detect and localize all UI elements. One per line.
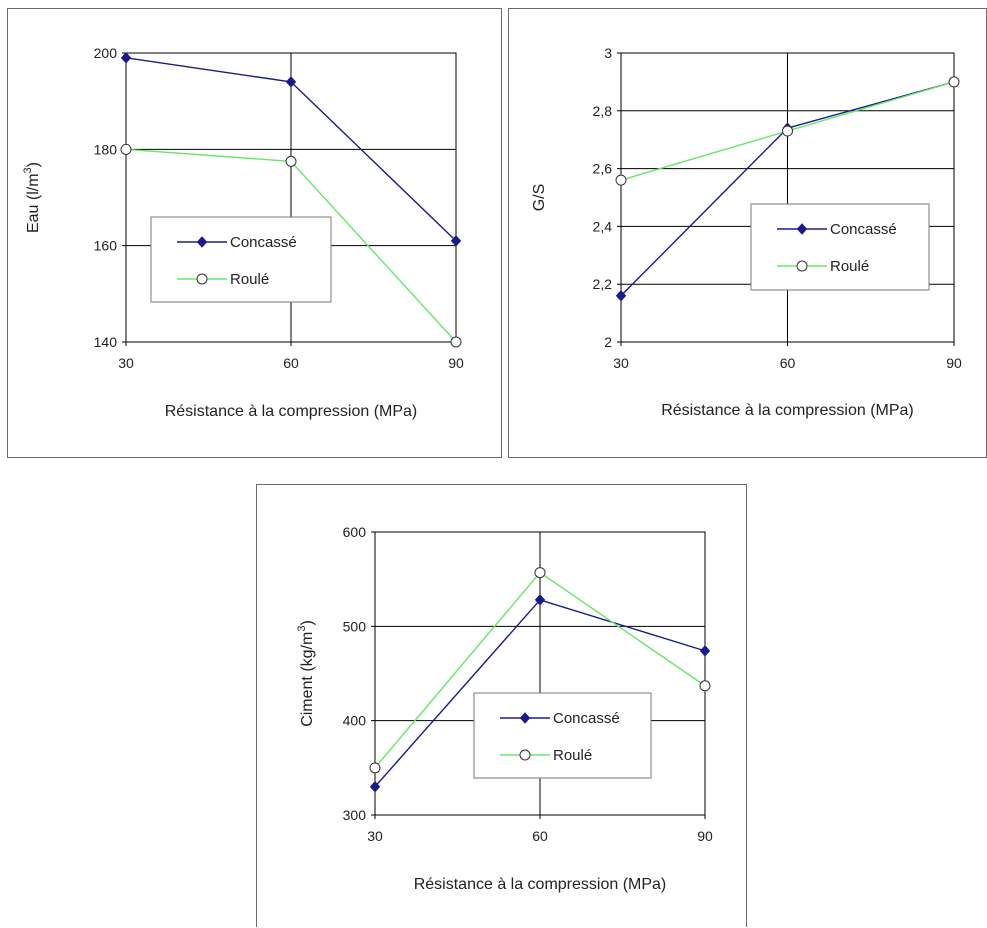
legend: Concassé Roulé [751, 204, 929, 290]
y-axis-label-main: Eau (l/m [25, 173, 42, 233]
data-point-rolled [286, 156, 296, 166]
chart-svg: 2 2,2 2,4 2,6 2,8 3 30 60 90 Résistance à la comp… [509, 9, 987, 459]
x-tick-label: 90 [697, 828, 713, 844]
legend-label-rolled: Roulé [830, 258, 869, 275]
y-axis-label-main: Ciment (kg/m [299, 632, 316, 727]
chart-svg: 140 160 180 200 30 60 90 Résistance à la compre… [8, 9, 503, 459]
legend-label-rolled: Roulé [230, 271, 269, 288]
x-tick-label: 30 [367, 828, 383, 844]
x-axis-label: Résistance à la compression (MPa) [414, 876, 667, 893]
y-tick-label: 500 [343, 618, 367, 634]
y-tick-label: 160 [94, 238, 118, 254]
data-point-rolled [700, 681, 710, 691]
y-tick-label: 2,4 [593, 218, 613, 234]
data-point-rolled [783, 126, 793, 136]
x-axis-label: Résistance à la compression (MPa) [661, 402, 914, 419]
x-axis-label: Résistance à la compression (MPa) [165, 403, 418, 420]
legend-box [751, 204, 929, 290]
y-tick-label: 200 [94, 45, 118, 61]
x-tick-label: 60 [283, 355, 299, 371]
legend-label-crushed: Concassé [230, 234, 297, 251]
y-tick-label: 2,2 [593, 276, 613, 292]
y-axis-label-end: ) [299, 620, 316, 625]
y-tick-label: 140 [94, 334, 118, 350]
y-tick-label: 180 [94, 141, 118, 157]
legend-box [151, 217, 331, 302]
y-axis-label: G/S [531, 184, 548, 212]
legend-marker-rolled [797, 261, 807, 271]
legend-marker-rolled [197, 274, 207, 284]
data-point-rolled [121, 144, 131, 154]
chart-panel-gs-ratio: 2 2,2 2,4 2,6 2,8 3 30 60 90 Résistance à la comp… [508, 8, 987, 458]
x-tick-label: 60 [780, 355, 796, 371]
y-axis-label-end: ) [25, 162, 42, 167]
data-point-rolled [616, 175, 626, 185]
y-tick-label: 3 [604, 45, 612, 61]
x-tick-label: 30 [613, 355, 629, 371]
legend-box [474, 693, 651, 778]
y-tick-label: 2 [604, 334, 612, 350]
y-axis-label-main: G/S [531, 184, 548, 212]
x-tick-label: 60 [532, 828, 548, 844]
data-point-rolled [451, 337, 461, 347]
x-tick-label: 90 [946, 355, 962, 371]
legend: Concassé Roulé [474, 693, 651, 778]
legend-label-rolled: Roulé [553, 747, 592, 764]
chart-panel-cement: 300 400 500 600 30 60 90 Résistance à la compre… [256, 484, 747, 927]
y-axis-label: Eau (l/m3) [22, 162, 42, 233]
legend-label-crushed: Concassé [830, 221, 897, 238]
legend-label-crushed: Concassé [553, 710, 620, 727]
y-axis-label: Ciment (kg/m3) [296, 620, 316, 727]
y-tick-label: 2,6 [593, 161, 613, 177]
chart-svg: 300 400 500 600 30 60 90 Résistance à la compre… [257, 485, 748, 928]
x-tick-label: 90 [448, 355, 464, 371]
y-tick-label: 300 [343, 807, 367, 823]
legend: Concassé Roulé [151, 217, 331, 302]
data-point-rolled [949, 77, 959, 87]
data-point-rolled [370, 763, 380, 773]
chart-panel-water: 140 160 180 200 30 60 90 Résistance à la compre… [7, 8, 502, 458]
y-tick-label: 400 [343, 713, 367, 729]
legend-marker-rolled [520, 750, 530, 760]
y-tick-label: 600 [343, 524, 367, 540]
x-tick-label: 30 [118, 355, 134, 371]
data-point-rolled [535, 568, 545, 578]
y-tick-label: 2,8 [593, 103, 613, 119]
